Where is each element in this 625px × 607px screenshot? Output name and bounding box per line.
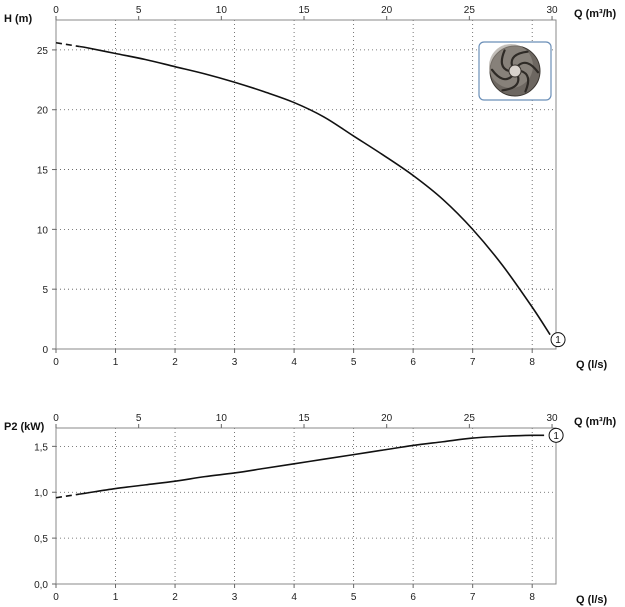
y-axis-label: P2 (kW) [4, 421, 45, 433]
y-tick-label: 0,0 [34, 580, 48, 591]
x-top-tick-label: 0 [53, 5, 59, 16]
x-tick-label: 2 [172, 357, 178, 368]
impeller-vane [519, 69, 530, 93]
x-top-axis-label: Q (m³/h) [574, 8, 616, 20]
x-bottom-axis-label: Q (l/s) [576, 594, 608, 606]
curve-line [79, 434, 545, 495]
x-top-tick-label: 15 [298, 5, 310, 16]
y-tick-label: 25 [37, 46, 49, 57]
x-top-tick-label: 15 [298, 413, 310, 424]
x-tick-label: 0 [53, 592, 59, 603]
x-tick-label: 6 [410, 357, 416, 368]
impeller-vane [510, 50, 529, 67]
x-top-tick-label: 0 [53, 413, 59, 424]
impeller-image [478, 41, 552, 101]
x-top-tick-label: 10 [216, 413, 228, 424]
x-tick-label: 2 [172, 592, 178, 603]
x-top-tick-label: 30 [546, 413, 558, 424]
curve-end-marker-label: 1 [555, 335, 561, 346]
x-top-tick-label: 5 [136, 413, 142, 424]
x-tick-label: 5 [351, 357, 357, 368]
x-tick-label: 0 [53, 357, 59, 368]
x-tick-label: 4 [291, 357, 297, 368]
x-tick-label: 7 [470, 592, 476, 603]
x-bottom-axis-label: Q (l/s) [576, 359, 608, 371]
y-axis-label: H (m) [4, 13, 32, 25]
x-top-tick-label: 10 [216, 5, 228, 16]
curve-end-marker-label: 1 [553, 431, 559, 442]
y-tick-label: 0,5 [34, 534, 48, 545]
curve-end-marker [548, 427, 564, 443]
y-tick-label: 10 [37, 225, 49, 236]
x-tick-label: 3 [232, 357, 238, 368]
x-top-axis-label: Q (m³/h) [574, 416, 616, 428]
x-top-tick-label: 5 [136, 5, 142, 16]
plot-frame [55, 19, 557, 350]
x-tick-label: 4 [291, 592, 297, 603]
y-tick-label: 1,0 [34, 488, 48, 499]
x-top-tick-label: 20 [381, 5, 393, 16]
x-tick-label: 1 [113, 592, 119, 603]
x-tick-label: 3 [232, 592, 238, 603]
y-tick-label: 1,5 [34, 442, 48, 453]
x-tick-label: 6 [410, 592, 416, 603]
curve-dashed-start [55, 493, 80, 499]
x-top-tick-label: 25 [464, 413, 476, 424]
x-top-tick-label: 30 [546, 5, 558, 16]
impeller-vane [490, 68, 514, 81]
x-tick-label: 1 [113, 357, 119, 368]
x-tick-label: 7 [470, 357, 476, 368]
x-top-tick-label: 25 [464, 5, 476, 16]
plot-frame [55, 427, 557, 585]
impeller-hub [508, 64, 522, 78]
curve-end-marker [550, 332, 566, 348]
head-chart: 0 1 2 3 4 5 6 7 8 0 5 10 15 20 25 30 0 5 10 15 20 25 H (m) Q (m… [4, 5, 616, 371]
y-tick-label: 0 [42, 345, 48, 356]
x-tick-label: 5 [351, 592, 357, 603]
x-tick-label: 8 [529, 357, 535, 368]
impeller-vane [500, 49, 511, 73]
y-tick-label: 5 [42, 285, 48, 296]
impeller-vane [516, 61, 540, 74]
curve-line [79, 45, 551, 336]
curve-dashed-start [55, 41, 80, 48]
y-tick-label: 20 [37, 106, 49, 117]
impeller-vane [501, 75, 520, 92]
x-top-tick-label: 20 [381, 413, 393, 424]
x-tick-label: 8 [529, 592, 535, 603]
power-chart: 0 1 2 3 4 5 6 7 8 0 5 10 15 20 25 30 0,0 0,5 1,0 1,5 P2 (kW)… [4, 413, 616, 606]
y-tick-label: 15 [37, 166, 49, 177]
